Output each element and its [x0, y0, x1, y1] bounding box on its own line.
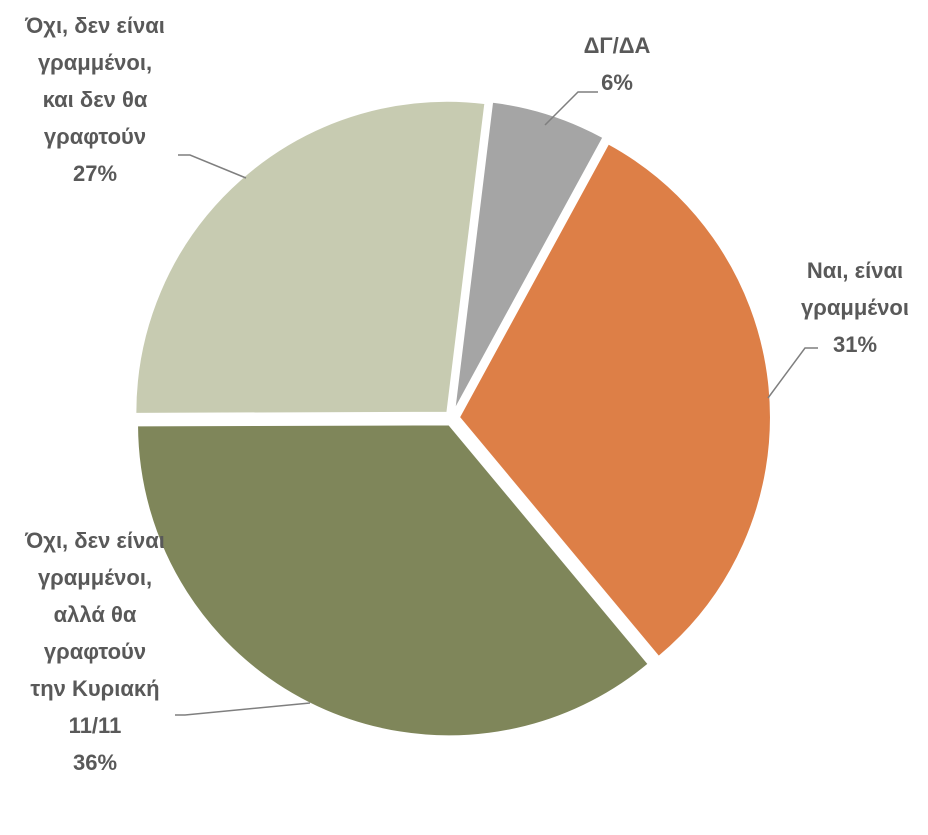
data-label: Ναι, είναι γραμμένοι 31% — [785, 252, 925, 363]
leader-line — [175, 702, 311, 716]
data-label: Όχι, δεν είναι γραμμένοι, αλλά θα γραφτο… — [25, 522, 165, 781]
data-label: Όχι, δεν είναι γραμμένοι, και δεν θα γρα… — [25, 7, 165, 192]
pie-slice — [457, 142, 772, 659]
slice-percent: 27% — [72, 161, 118, 186]
pie-slice — [136, 423, 651, 738]
slice-percent: 31% — [832, 332, 878, 357]
slice-percent: 36% — [72, 750, 118, 775]
slice-name: Ναι, είναι γραμμένοι — [800, 258, 909, 320]
leader-line — [178, 154, 247, 179]
leader-line — [767, 347, 818, 399]
slice-name: Όχι, δεν είναι γραμμένοι, και δεν θα γρα… — [25, 13, 165, 149]
slice-percent: 6% — [601, 70, 633, 95]
slice-name: ΔΓ/ΔΑ — [583, 33, 651, 58]
pie-slice — [453, 100, 605, 412]
data-label: ΔΓ/ΔΑ 6% — [547, 27, 687, 101]
slice-name: Όχι, δεν είναι γραμμένοι, αλλά θα γραφτο… — [25, 528, 165, 738]
pie-slice — [134, 99, 487, 415]
leader-line — [544, 91, 598, 126]
